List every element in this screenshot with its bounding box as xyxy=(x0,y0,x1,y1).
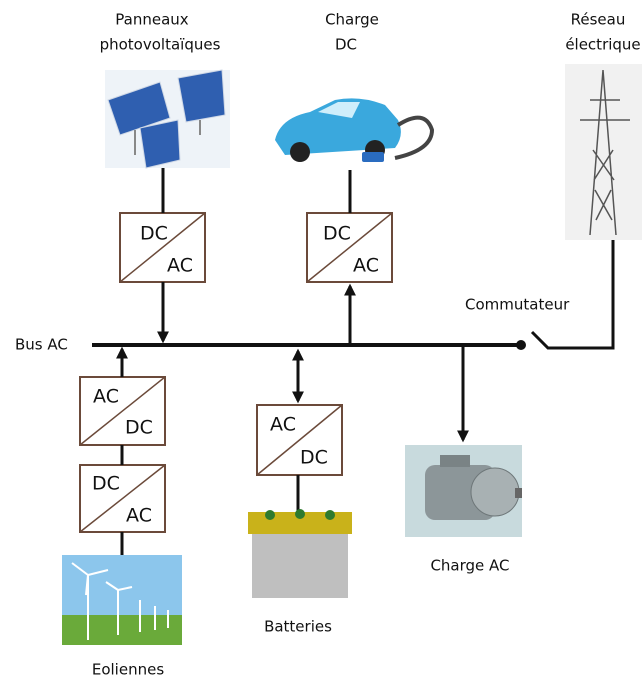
converter: AC DC xyxy=(80,377,165,445)
dc-load-label: DC xyxy=(335,36,357,54)
car-image xyxy=(275,98,432,162)
grid-label: électrique xyxy=(565,36,640,54)
converter-bottom: AC xyxy=(353,255,379,277)
converter: AC DC xyxy=(257,405,342,475)
dc-load-label: Charge xyxy=(325,11,379,29)
converter: DC AC xyxy=(120,213,205,282)
wind-image xyxy=(62,555,182,645)
switch-label: Commutateur xyxy=(465,296,570,314)
converter: DC AC xyxy=(80,465,165,532)
converter-top: DC xyxy=(140,223,168,245)
diagram: Panneaux photovoltaïques Charge DC Résea… xyxy=(0,0,642,680)
converter-top: DC xyxy=(92,473,120,495)
bus-label: Bus AC xyxy=(15,336,68,354)
wind-label: Eoliennes xyxy=(92,661,164,679)
pv-label: Panneaux xyxy=(115,11,189,29)
converter-bottom: DC xyxy=(125,417,153,439)
converter-top: AC xyxy=(270,414,296,436)
battery-image xyxy=(248,509,352,598)
ac-load-label: Charge AC xyxy=(430,557,509,575)
pv-label: photovoltaïques xyxy=(100,36,221,54)
battery-label: Batteries xyxy=(264,618,332,636)
pv-image xyxy=(105,70,230,168)
converter-bottom: AC xyxy=(126,505,152,527)
converter-bottom: AC xyxy=(167,255,193,277)
converter-top: DC xyxy=(323,223,351,245)
motor-image xyxy=(405,445,522,537)
converter-bottom: DC xyxy=(300,447,328,469)
grid-label: Réseau xyxy=(571,11,626,29)
pylon-image xyxy=(565,64,642,240)
converter: DC AC xyxy=(307,213,392,282)
switch xyxy=(532,240,613,348)
bus-node xyxy=(516,340,526,350)
converter-top: AC xyxy=(93,386,119,408)
